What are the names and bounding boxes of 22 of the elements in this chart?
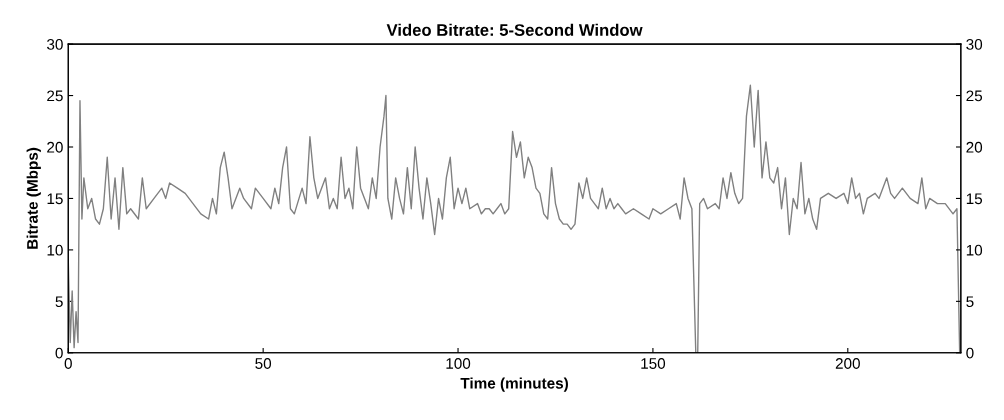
y-tick-label: 30 bbox=[47, 38, 63, 50]
y-tick-label: 10 bbox=[47, 244, 63, 256]
y-axis-title: Bitrate (Mbps) bbox=[26, 147, 41, 249]
y2-tick-label: 0 bbox=[966, 347, 974, 359]
y-tick-label: 15 bbox=[47, 193, 63, 205]
y2-tick-label: 30 bbox=[966, 38, 983, 50]
y-tick-label: 25 bbox=[47, 90, 63, 102]
y2-tick-label: 20 bbox=[966, 141, 983, 153]
y2-tick-label: 25 bbox=[966, 90, 983, 102]
y-tick-label: 5 bbox=[55, 296, 63, 308]
x-tick-label: 150 bbox=[641, 358, 666, 369]
y2-tick-label: 5 bbox=[966, 296, 974, 308]
x-tick-label: 50 bbox=[255, 358, 272, 369]
y-tick-label: 0 bbox=[55, 347, 63, 359]
x-axis-title: Time (minutes) bbox=[460, 377, 568, 392]
y2-tick-label: 15 bbox=[966, 193, 983, 205]
chart-title: Video Bitrate: 5-Second Window bbox=[386, 23, 643, 36]
y2-tick-label: 10 bbox=[966, 244, 983, 256]
x-tick-label: 0 bbox=[64, 358, 72, 369]
x-tick-label: 100 bbox=[446, 358, 471, 369]
x-tick-label: 200 bbox=[835, 358, 860, 369]
y-tick-label: 20 bbox=[47, 141, 63, 153]
